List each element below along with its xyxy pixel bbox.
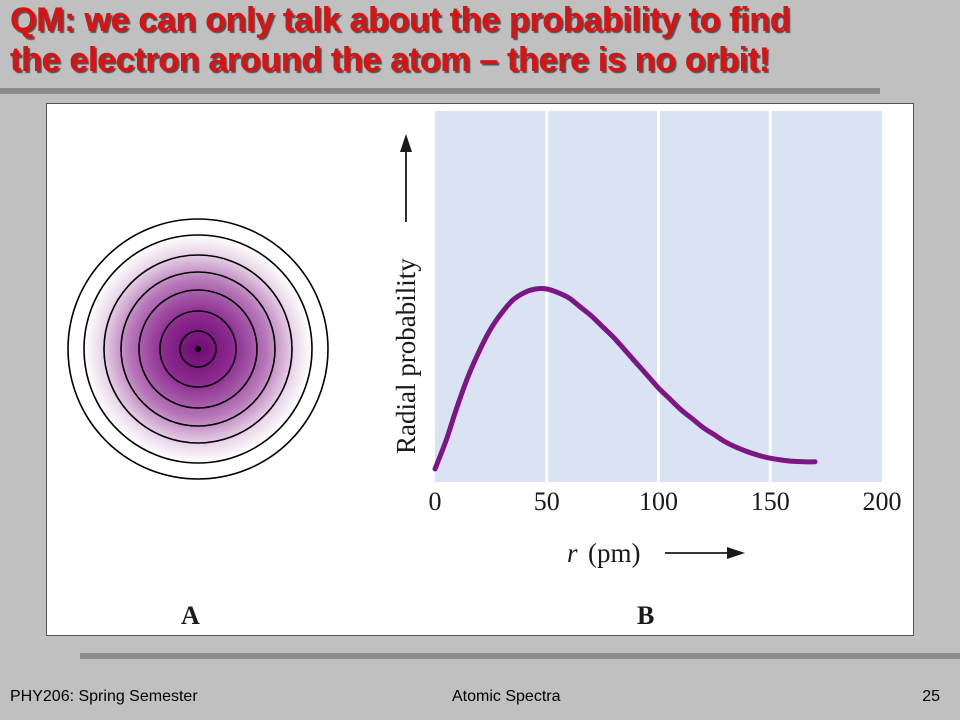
orbital-ring-0 bbox=[179, 330, 217, 368]
x-axis-variable: r bbox=[567, 538, 578, 568]
figure-svg: 0 50 100 150 200 Radial probability r (pm) A… bbox=[67, 111, 902, 630]
figure-panel: 0 50 100 150 200 Radial probability r (pm) A… bbox=[46, 103, 914, 636]
plot-gridlines bbox=[545, 111, 772, 482]
x-tick-label: 0 bbox=[429, 487, 442, 516]
y-axis-label: Radial probability bbox=[391, 258, 421, 454]
y-axis-arrowhead bbox=[400, 134, 412, 152]
x-axis-unit: (pm) bbox=[588, 538, 640, 568]
title-divider bbox=[0, 88, 880, 94]
orbital-ring-2 bbox=[138, 289, 258, 409]
panel-b-label: B bbox=[637, 601, 654, 630]
orbital-ring-1 bbox=[159, 310, 237, 388]
nucleus-dot bbox=[195, 346, 201, 352]
x-tick-label: 100 bbox=[639, 487, 678, 516]
orbital-diagram bbox=[67, 218, 329, 480]
radial-probability-chart: 0 50 100 150 200 Radial probability r (pm) bbox=[391, 111, 902, 568]
panel-a-label: A bbox=[181, 601, 200, 630]
footer-course: PHY206: Spring Semester bbox=[10, 688, 198, 705]
radial-probability-curve bbox=[432, 286, 818, 472]
x-tick-label: 200 bbox=[863, 487, 902, 516]
footer-page-number: 25 bbox=[922, 688, 940, 705]
title-line-1: QM: we can only talk about the probabili… bbox=[10, 1, 791, 39]
slide-title: QM: we can only talk about the probabili… bbox=[10, 0, 950, 80]
x-tick-labels: 0 50 100 150 200 bbox=[429, 487, 902, 516]
x-axis-arrowhead bbox=[727, 547, 745, 559]
orbital-ring-5 bbox=[83, 234, 313, 464]
orbital-ring-4 bbox=[103, 254, 293, 444]
footer-divider bbox=[80, 653, 960, 659]
orbital-ring-3 bbox=[120, 271, 276, 427]
footer-topic: Atomic Spectra bbox=[452, 688, 561, 705]
title-line-2: the electron around the atom – there is … bbox=[10, 41, 770, 79]
x-tick-label: 150 bbox=[751, 487, 790, 516]
x-tick-label: 50 bbox=[534, 487, 560, 516]
